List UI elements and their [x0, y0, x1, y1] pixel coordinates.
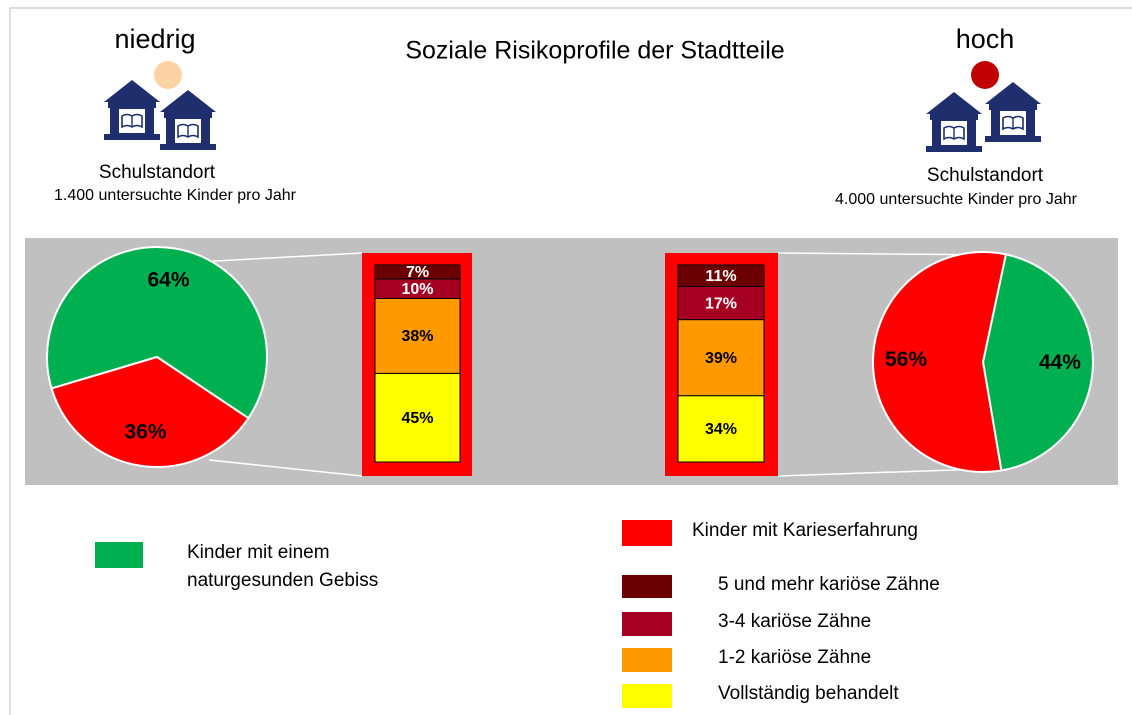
legend-swatch	[622, 648, 672, 672]
legend-swatch	[622, 575, 672, 598]
site-count: 4.000 untersuchte Kinder pro Jahr	[835, 191, 1078, 208]
low-label: niedrig	[114, 24, 195, 54]
school-icon	[103, 79, 161, 141]
pie-slice	[46, 246, 268, 420]
legend-label: 1-2 kariöse Zähne	[718, 647, 872, 668]
connector	[208, 459, 363, 477]
segment-label: 34%	[705, 421, 737, 438]
scale-low	[154, 61, 182, 89]
pie-slice	[50, 355, 250, 468]
bar-segment	[677, 319, 765, 397]
pie-slice	[981, 253, 1094, 472]
site-label: Schulstandort	[99, 162, 216, 183]
high-label: hoch	[956, 24, 1015, 54]
site-label: Schulstandort	[927, 165, 1044, 186]
bar-segment	[374, 264, 461, 280]
legend-label: Vollständig behandelt	[718, 683, 899, 704]
legend-swatch	[622, 684, 672, 708]
segment-label: 39%	[705, 350, 737, 367]
frame	[9, 7, 1132, 715]
bar-segment	[677, 395, 765, 463]
segment-label: 10%	[401, 281, 433, 298]
legend-swatch	[622, 612, 672, 636]
legend-label: 5 und mehr kariöse Zähne	[718, 574, 940, 595]
scale-high	[971, 61, 999, 89]
bar-segment	[374, 372, 461, 463]
segment-label: 7%	[406, 264, 429, 281]
segment-label: 17%	[705, 295, 737, 312]
slice-label: 36%	[124, 421, 166, 444]
legend-label: 3-4 kariöse Zähne	[718, 611, 872, 632]
slice-label: 56%	[885, 348, 927, 371]
legend-swatches	[95, 520, 672, 708]
site-count: 1.400 untersuchte Kinder pro Jahr	[54, 187, 297, 204]
segment-label: 45%	[401, 410, 433, 427]
legend-label: Kinder mit einem naturgesunden Gebiss	[187, 542, 379, 591]
legend-swatch	[95, 542, 143, 568]
school-icon	[159, 89, 217, 151]
legend-label: Kinder mit Karieserfahrung	[692, 520, 918, 541]
charts: 64% 36% 45% 38% 10%7% 34% 39% 17% 11% 44% 56%	[46, 246, 1094, 476]
slice-label: 64%	[147, 268, 189, 291]
segment-label: 11%	[705, 268, 736, 285]
legend-swatch	[622, 520, 672, 546]
slice-label: 44%	[1039, 351, 1081, 374]
school-icon	[925, 91, 983, 153]
bar-segment	[677, 264, 765, 287]
bar-segment	[374, 297, 461, 374]
title: Soziale Risikoprofile der Stadtteile	[405, 37, 784, 65]
school-icon	[984, 81, 1042, 143]
segment-label: 38%	[401, 328, 433, 345]
bar-segment	[677, 285, 765, 321]
connector	[196, 252, 363, 263]
pie-slice	[872, 251, 1008, 473]
